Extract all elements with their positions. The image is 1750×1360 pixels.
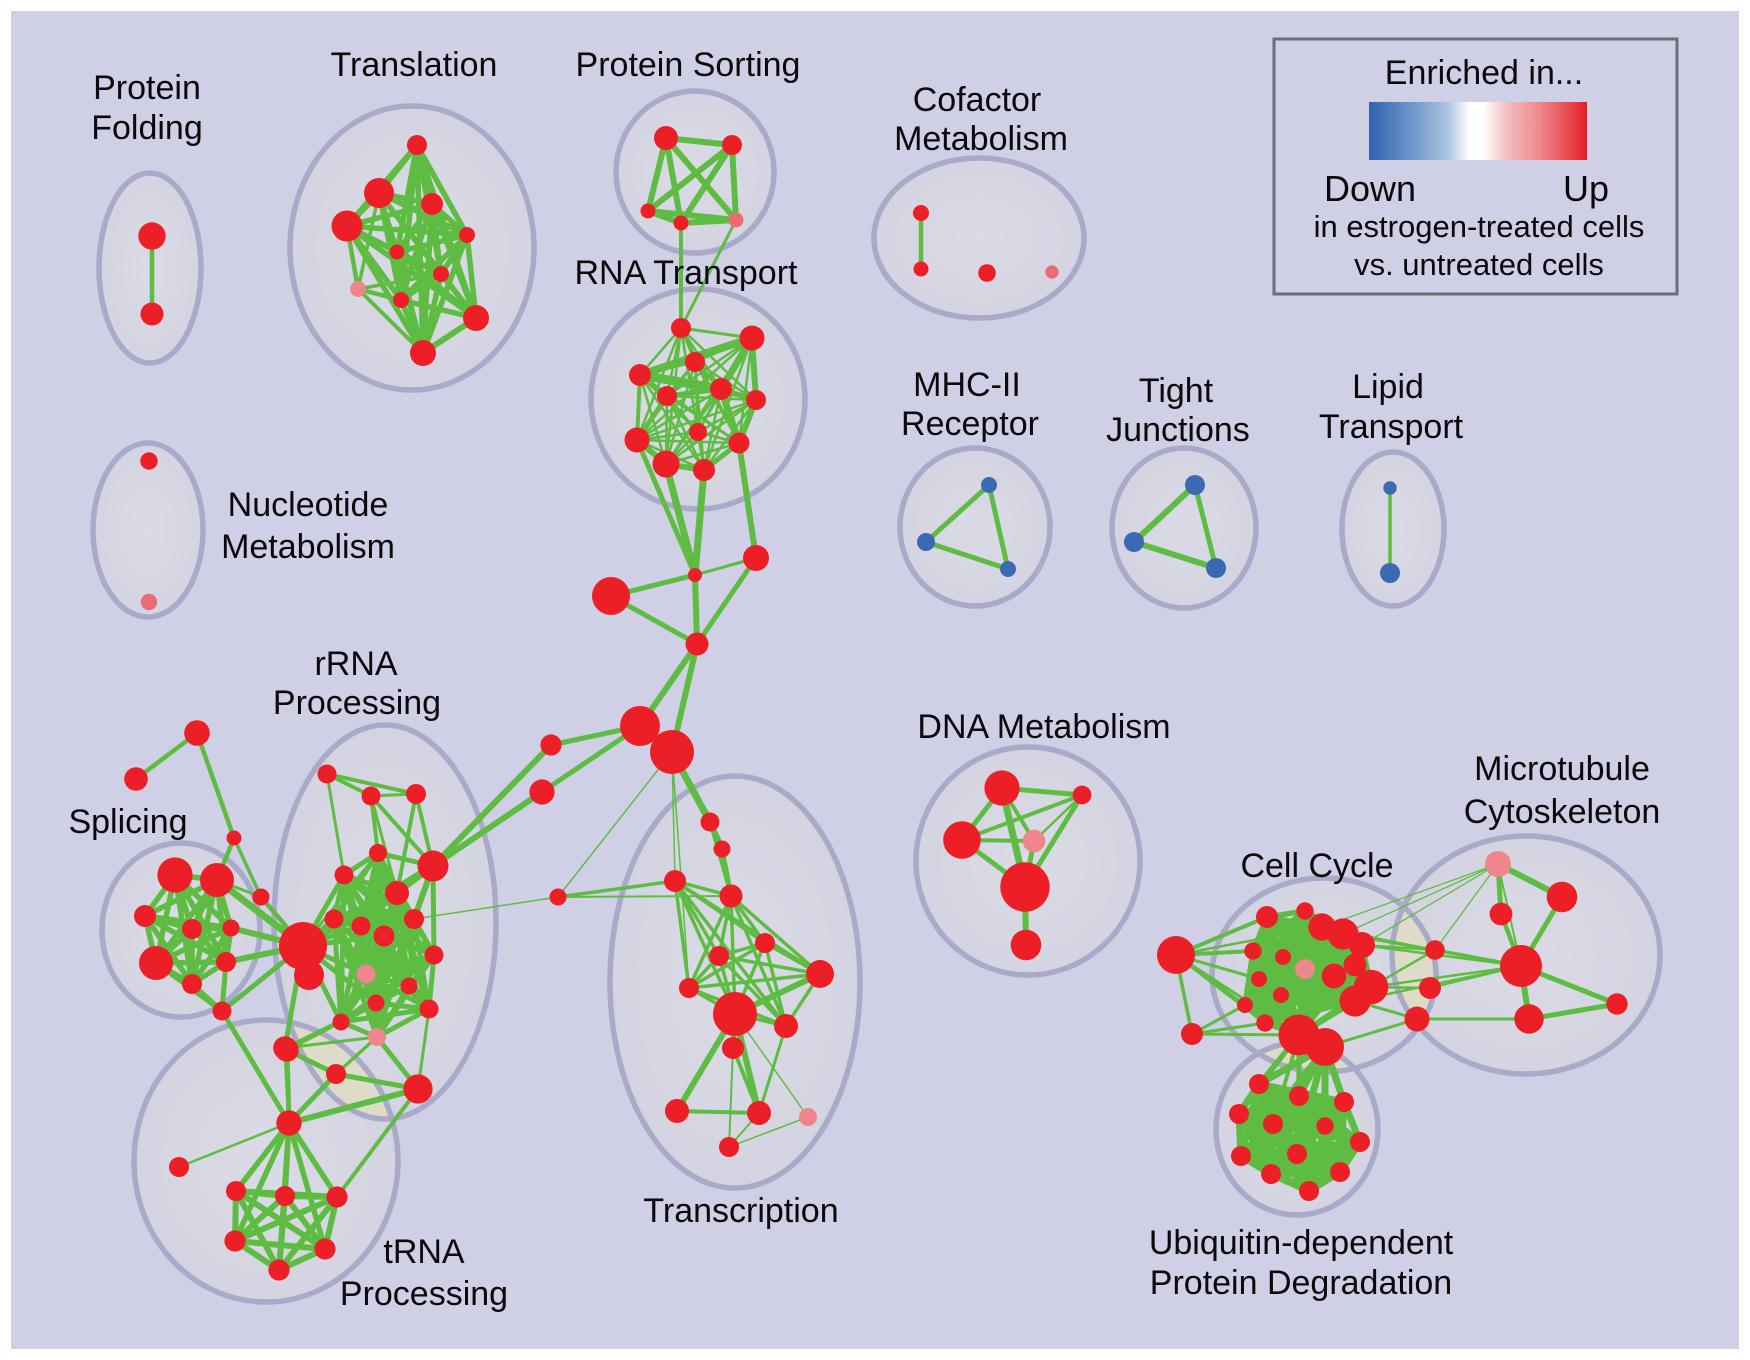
svg-text:Down: Down [1324,168,1416,209]
svg-text:Lipid: Lipid [1352,368,1424,406]
svg-text:Cofactor: Cofactor [913,81,1042,119]
svg-text:MHC-II: MHC-II [913,366,1021,404]
svg-text:Nucleotide: Nucleotide [228,486,389,524]
svg-text:Receptor: Receptor [901,405,1039,443]
svg-text:Cell Cycle: Cell Cycle [1240,847,1393,885]
svg-text:Microtubule: Microtubule [1474,750,1650,788]
svg-text:Processing: Processing [340,1275,508,1313]
svg-text:DNA Metabolism: DNA Metabolism [917,708,1170,746]
svg-text:Protein: Protein [93,69,201,107]
svg-text:rRNA: rRNA [314,645,397,683]
svg-text:Transport: Transport [1319,408,1464,446]
svg-text:Protein Sorting: Protein Sorting [576,46,801,84]
svg-text:RNA Transport: RNA Transport [575,254,799,292]
svg-text:Ubiquitin-dependent: Ubiquitin-dependent [1149,1224,1454,1262]
svg-text:Splicing: Splicing [68,803,187,841]
svg-text:Metabolism: Metabolism [894,120,1068,158]
svg-text:Junctions: Junctions [1106,411,1250,449]
svg-text:Transcription: Transcription [643,1192,838,1230]
svg-text:Up: Up [1563,168,1609,209]
svg-text:Processing: Processing [273,684,441,722]
svg-text:Protein Degradation: Protein Degradation [1150,1264,1452,1302]
svg-text:vs. untreated cells: vs. untreated cells [1354,247,1604,282]
svg-text:tRNA: tRNA [383,1233,465,1271]
svg-text:Cytoskeleton: Cytoskeleton [1464,793,1661,831]
svg-text:in estrogen-treated cells: in estrogen-treated cells [1314,209,1645,244]
svg-text:Enriched in...: Enriched in... [1385,54,1583,92]
svg-text:Metabolism: Metabolism [221,528,395,566]
svg-text:Tight: Tight [1139,372,1214,410]
svg-text:Translation: Translation [331,46,498,84]
svg-text:Folding: Folding [91,109,203,147]
